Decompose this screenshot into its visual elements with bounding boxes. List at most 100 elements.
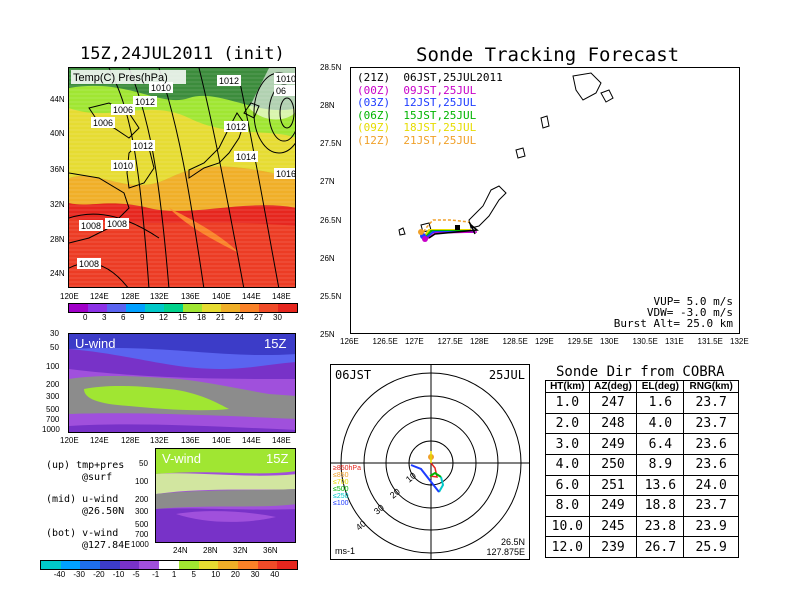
colorbar-label: 12 xyxy=(159,313,168,322)
isobar-label: 06 xyxy=(276,86,286,96)
legend-note-mid-sub: @26.50N xyxy=(82,506,125,517)
track-legend-item: (03Z) 12JST,25JUL xyxy=(357,96,477,109)
x-tick: 124E xyxy=(90,436,109,445)
table-cell: 6.4 xyxy=(636,433,685,455)
cobra-table: HT(km) AZ(deg) EL(deg) RNG(km) 1.0 247 1.6 23.… xyxy=(545,380,739,558)
track-params: VUP= 5.0 m/s VDW= -3.0 m/s Burst Alt= 25… xyxy=(614,296,733,329)
x-tick: 130E xyxy=(600,337,619,346)
y-tick: 27.5N xyxy=(320,139,342,149)
isobar-label: 1006 xyxy=(93,118,113,128)
table-cell: 23.9 xyxy=(683,515,739,538)
colorbar-swatch xyxy=(278,304,297,312)
colorbar-swatch xyxy=(257,561,278,569)
y-tick: 25.5N xyxy=(320,291,342,301)
track-legend-item: (06Z) 15JST,25JUL xyxy=(357,108,477,122)
table-row: 10.0 245 23.8 23.9 xyxy=(545,515,739,538)
colorbar-label: -30 xyxy=(73,570,85,579)
y-tick: 26.5N xyxy=(320,215,342,225)
colorbar-label: 21 xyxy=(216,313,225,322)
x-tick: 148E xyxy=(272,436,291,445)
colorbar-label: 0 xyxy=(83,313,88,322)
polar-svg: 10 20 30 40 xyxy=(331,365,529,559)
table-cell: 249 xyxy=(588,433,638,455)
colorbar-swatch xyxy=(126,304,145,312)
colorbar-swatch xyxy=(202,304,221,312)
colorbar-swatch xyxy=(60,561,81,569)
x-tick: 32N xyxy=(233,546,248,555)
x-tick: 126E xyxy=(340,337,359,346)
colorbar-label: 24 xyxy=(235,313,244,322)
isobar-label: 1012 xyxy=(133,141,153,151)
polar-date: 25JUL xyxy=(488,368,525,382)
colorbar-swatch xyxy=(139,561,160,569)
table-cell: 23.7 xyxy=(683,392,739,414)
y-tick: 28.5N xyxy=(320,63,342,72)
uwind-panel: U-wind 15Z xyxy=(68,333,296,433)
polar-panel: 10 20 30 40 06JST 25JUL ≥850hPa ≤850 ≤700 ≤… xyxy=(330,364,530,560)
x-tick: 127.5E xyxy=(437,337,463,346)
y-tick: 300 xyxy=(135,507,149,516)
level-legend-item: ≤250 xyxy=(333,493,349,500)
table-row: 1.0 247 1.6 23.7 xyxy=(545,392,739,414)
y-tick: 1000 xyxy=(42,425,60,434)
y-tick: 100 xyxy=(135,477,149,486)
x-tick: 36N xyxy=(263,546,278,555)
level-legend-item: ≤850 xyxy=(333,472,349,479)
x-tick: 120E xyxy=(60,436,79,445)
colorbar-label: 15 xyxy=(178,313,187,322)
colorbar-swatch xyxy=(88,304,107,312)
colorbar-label: 40 xyxy=(270,570,280,579)
colorbar-swatch xyxy=(107,304,126,312)
legend-note-bot: (bot) v-wind xyxy=(46,528,119,539)
y-tick: 32N xyxy=(50,200,65,209)
table-cell: 249 xyxy=(588,495,638,517)
x-tick: 136E xyxy=(181,436,200,445)
x-tick: 131E xyxy=(665,337,684,346)
table-row: 3.0 249 6.4 23.6 xyxy=(545,433,739,455)
y-tick: 27N xyxy=(320,177,335,187)
x-tick: 129.5E xyxy=(567,337,593,346)
table-cell: 25.9 xyxy=(683,536,739,558)
legend-note-mid: (mid) u-wind xyxy=(46,494,119,505)
table-cell: 4.0 xyxy=(636,412,685,435)
track-legend-item: (00Z) 09JST,25JUL xyxy=(357,83,477,97)
x-tick: 148E xyxy=(272,292,291,301)
colorbar-swatch xyxy=(240,304,259,312)
isobar-label: 1014 xyxy=(236,152,256,162)
table-cell: 1.6 xyxy=(636,392,685,414)
y-tick: 24N xyxy=(50,269,65,278)
track-map: (21Z) 06JST,25JUL2011 (00Z) 09JST,25JUL (0… xyxy=(350,67,740,334)
y-tick: 40N xyxy=(50,129,65,138)
isobar-label: 1012 xyxy=(135,97,155,107)
y-tick: 700 xyxy=(135,530,149,539)
x-tick: 144E xyxy=(242,292,261,301)
x-tick: 131.5E xyxy=(697,337,723,346)
colorbar-swatch xyxy=(80,561,101,569)
table-cell: 10.0 xyxy=(545,515,590,538)
colorbar-label: 18 xyxy=(197,313,206,322)
track-legend-item: (12Z) 21JST,25JUL xyxy=(357,133,477,147)
y-tick: 100 xyxy=(46,362,60,371)
x-tick: 136E xyxy=(181,292,200,301)
table-cell: 247 xyxy=(588,392,638,414)
colorbar-swatch xyxy=(119,561,140,569)
table-cell: 1.0 xyxy=(545,392,590,414)
colorbar-swatch xyxy=(159,561,179,569)
polar-level-legend: ≥850hPa ≤850 ≤700 ≤500 ≤250 ≤100 xyxy=(333,465,361,507)
map-init-title: 15Z,24JUL2011 (init) xyxy=(80,44,285,64)
level-legend-item: ≤500 xyxy=(333,486,349,493)
table-cell: 12.0 xyxy=(545,536,590,558)
track-legend-item: (09Z) 18JST,25JUL xyxy=(357,121,477,134)
table-cell: 251 xyxy=(588,474,638,497)
table-cell: 3.0 xyxy=(545,433,590,455)
isobar-label: 1010 xyxy=(276,74,296,84)
colorbar-label: -10 xyxy=(112,570,125,579)
x-tick: 144E xyxy=(242,436,261,445)
colorbar-swatch xyxy=(41,561,61,569)
x-tick: 128.5E xyxy=(502,337,528,346)
x-tick: 129E xyxy=(535,337,554,346)
table-header-cell: AZ(deg) xyxy=(588,380,638,393)
table-header-cell: EL(deg) xyxy=(636,380,685,393)
colorbar-label: -1 xyxy=(152,570,160,579)
table-cell: 8.0 xyxy=(545,495,590,517)
